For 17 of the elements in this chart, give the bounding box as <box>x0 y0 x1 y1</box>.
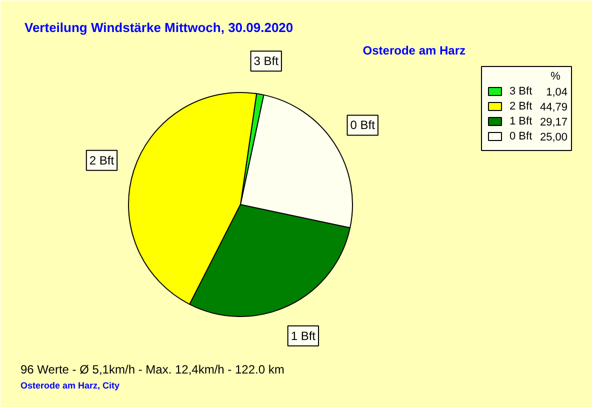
data-label: 25,00 <box>540 132 568 144</box>
legend-label: 0 Bft <box>510 130 532 142</box>
legend-label: 2 Bft <box>510 100 532 112</box>
data-label: 29,17 <box>540 116 568 128</box>
slice-label: 3 Bft <box>254 54 280 68</box>
slice-label: 0 Bft <box>350 118 376 132</box>
legend-title: % <box>550 70 561 82</box>
legend-label: 1 Bft <box>510 116 532 128</box>
chart-subtitle: Osterode am Harz <box>362 44 466 58</box>
text: 96 Werte - Ø 5,1km/h - Max. 12,4km/h - 122.0 km <box>20 362 284 376</box>
chart-title: Verteilung Windstärke Mittwoch, 30.09.2020 <box>24 20 294 35</box>
text: Osterode am Harz, City <box>20 380 120 390</box>
data-label: 44,79 <box>540 102 568 114</box>
slice-label: 1 Bft <box>290 328 316 343</box>
legend-label: 3 Bft <box>510 86 532 98</box>
slice-label: 2 Bft <box>89 153 115 168</box>
data-label: 1,04 <box>546 86 568 98</box>
